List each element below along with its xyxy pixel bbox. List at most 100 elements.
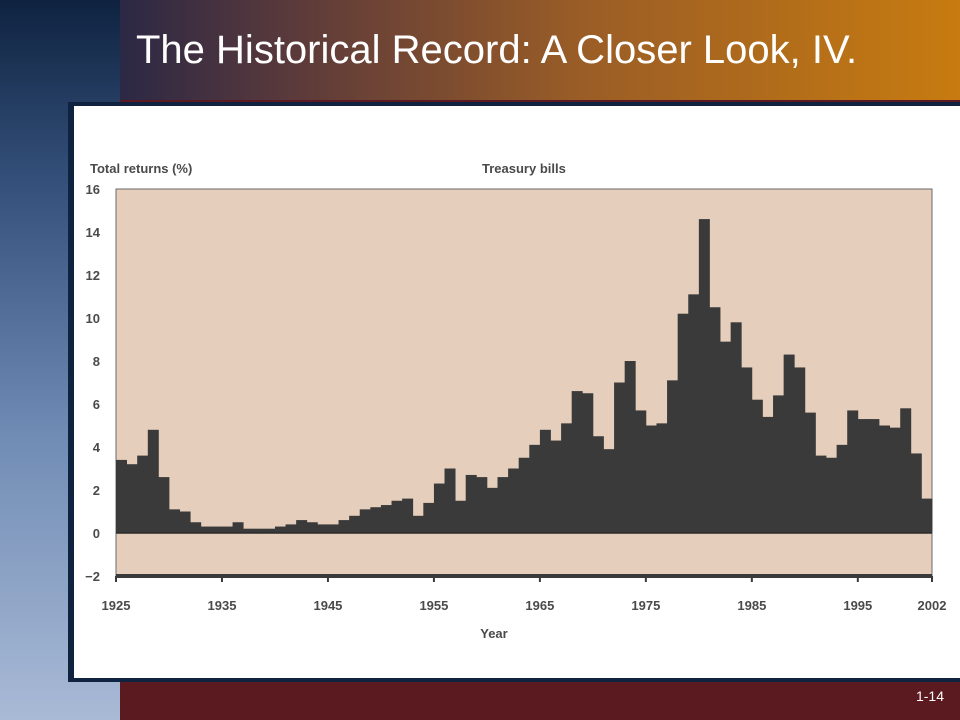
bar-1962 [497, 477, 509, 533]
y-tick-label: 12 [86, 268, 100, 283]
chart-title: Treasury bills [482, 161, 566, 176]
bar-1935 [211, 526, 223, 533]
bar-1940 [264, 528, 276, 533]
bar-2002 [921, 498, 933, 533]
y-tick-label: −2 [85, 569, 100, 584]
bar-1943 [296, 520, 308, 533]
bar-1938 [243, 528, 255, 533]
bar-1983 [720, 341, 732, 533]
bar-1937 [232, 522, 244, 533]
x-tick-label: 1985 [737, 598, 766, 613]
y-axis-label: Total returns (%) [90, 161, 192, 176]
x-tick-label: 2002 [918, 598, 947, 613]
bar-1963 [508, 468, 520, 533]
x-tick-label: 1995 [843, 598, 872, 613]
bar-1992 [815, 455, 827, 533]
bar-1952 [391, 500, 403, 533]
bar-1947 [338, 520, 350, 533]
bar-1928 [137, 455, 149, 533]
bar-1991 [804, 412, 816, 533]
bar-1998 [879, 425, 891, 533]
bar-1970 [582, 393, 594, 533]
bar-1959 [465, 474, 477, 533]
x-tick-label: 1945 [313, 598, 342, 613]
bar-1961 [486, 487, 498, 533]
bar-1930 [158, 477, 170, 533]
bar-1996 [857, 419, 869, 533]
bar-1932 [179, 511, 191, 533]
bar-1976 [645, 425, 657, 533]
bar-1974 [624, 361, 636, 533]
chart-panel: 16 14 12 10 8 6 4 2 0 −2 1925 1935 1945 1955 1965 1975… [68, 102, 960, 682]
bar-1949 [359, 509, 371, 533]
y-tick-label: 16 [86, 182, 100, 197]
y-tick-label: 10 [86, 311, 100, 326]
bar-1956 [433, 483, 445, 533]
bar-1990 [794, 367, 806, 533]
bar-1967 [550, 440, 562, 533]
bar-1972 [603, 449, 615, 533]
bar-1964 [518, 457, 530, 533]
bar-1980 [688, 294, 700, 533]
y-tick-labels: 16 14 12 10 8 6 4 2 0 −2 [85, 182, 101, 584]
bar-1988 [773, 395, 785, 533]
bar-1965 [529, 444, 541, 533]
bar-1997 [868, 419, 880, 533]
x-tick-label: 1925 [102, 598, 131, 613]
x-tick-labels: 1925 1935 1945 1955 1965 1975 1985 1995 2002 [102, 576, 947, 613]
x-axis-label: Year [480, 626, 507, 641]
bar-1927 [126, 464, 138, 533]
y-tick-label: 0 [93, 526, 100, 541]
x-tick-label: 1935 [208, 598, 237, 613]
bar-1989 [783, 354, 795, 533]
bar-1971 [592, 436, 604, 533]
bar-1946 [327, 524, 339, 533]
x-tick-label: 1975 [631, 598, 660, 613]
bar-1931 [168, 509, 180, 533]
bar-1929 [147, 429, 159, 533]
bar-1969 [571, 391, 583, 533]
bar-1942 [285, 524, 297, 533]
bar-1975 [635, 410, 647, 533]
bar-1977 [656, 423, 668, 533]
bar-1987 [762, 416, 774, 533]
bar-1986 [751, 399, 763, 533]
bar-2000 [900, 408, 912, 533]
bar-1951 [380, 505, 392, 533]
bar-1999 [889, 427, 901, 533]
bar-1982 [709, 307, 721, 533]
x-tick-label: 1955 [419, 598, 448, 613]
treasury-bills-chart: 16 14 12 10 8 6 4 2 0 −2 1925 1935 1945 1955 1965 1975… [85, 161, 947, 641]
bar-1966 [539, 429, 551, 533]
bar-1954 [412, 515, 424, 533]
bar-1978 [667, 380, 679, 533]
bar-1936 [221, 526, 233, 533]
bar-1953 [402, 498, 414, 533]
bar-1985 [741, 367, 753, 533]
bar-1994 [836, 444, 848, 533]
y-tick-label: 6 [93, 397, 100, 412]
bar-group [116, 219, 933, 533]
bar-1984 [730, 322, 742, 533]
bar-1973 [614, 382, 626, 533]
y-tick-label: 8 [93, 354, 100, 369]
bar-1944 [306, 522, 318, 533]
bar-1948 [349, 515, 361, 533]
y-tick-label: 14 [86, 225, 101, 240]
bar-1993 [826, 457, 838, 533]
bar-1995 [847, 410, 859, 533]
bar-1939 [253, 528, 265, 533]
bar-1945 [317, 524, 329, 533]
chart-panel-inner: 16 14 12 10 8 6 4 2 0 −2 1925 1935 1945 1955 1965 1975… [74, 106, 960, 678]
bar-1957 [444, 468, 456, 533]
bar-1941 [274, 526, 286, 533]
y-tick-label: 4 [93, 440, 101, 455]
bar-1933 [190, 522, 202, 533]
bar-1968 [561, 423, 573, 533]
footer-decor-band [120, 680, 960, 720]
bar-2001 [910, 453, 922, 533]
bar-1960 [476, 477, 488, 533]
bar-1958 [455, 500, 467, 533]
y-tick-label: 2 [93, 483, 100, 498]
bar-1926 [116, 459, 127, 533]
